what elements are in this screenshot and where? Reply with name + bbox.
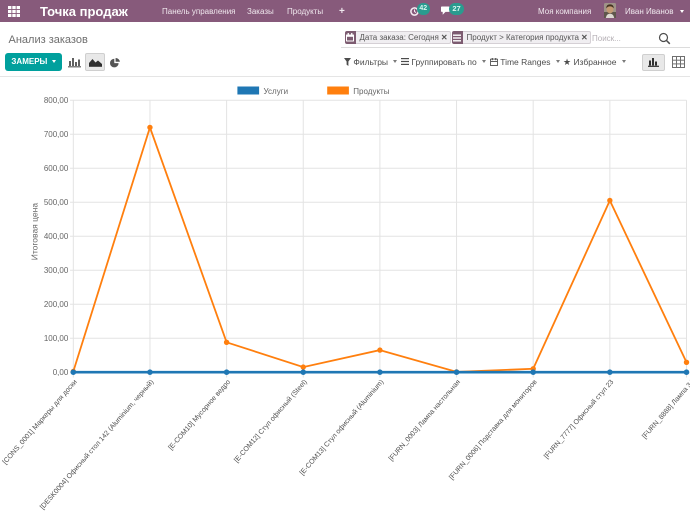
svg-text:800,00: 800,00 (44, 96, 69, 105)
svg-text:300,00: 300,00 (44, 266, 69, 275)
svg-text:Продукты: Продукты (353, 87, 389, 96)
svg-text:600,00: 600,00 (44, 164, 69, 173)
svg-text:[FURN_8888] Лампа 34: [FURN_8888] Лампа 34 (641, 379, 690, 441)
svg-text:[FURN_0006] Подставка для мони: [FURN_0006] Подставка для мониторов (448, 379, 539, 482)
svg-text:500,00: 500,00 (44, 198, 69, 207)
svg-text:[FURN_7777] Офисный стул 23: [FURN_7777] Офисный стул 23 (542, 378, 615, 460)
svg-text:400,00: 400,00 (44, 232, 69, 241)
svg-text:[CONS_0001] Маркеры для доски: [CONS_0001] Маркеры для доски (2, 379, 79, 466)
svg-text:200,00: 200,00 (44, 300, 69, 309)
svg-text:Итоговая цена: Итоговая цена (30, 203, 40, 261)
svg-text:Услуги: Услуги (264, 87, 289, 96)
svg-text:[E-COM12] Стул офисный (Steel): [E-COM12] Стул офисный (Steel) (232, 378, 308, 464)
svg-text:[E-COM13] Стул офисный (Alumin: [E-COM13] Стул офисный (Aluminium) (298, 378, 385, 477)
svg-text:700,00: 700,00 (44, 130, 69, 139)
svg-text:100,00: 100,00 (44, 334, 69, 343)
svg-text:[FURN_0003] Лампа настольная: [FURN_0003] Лампа настольная (388, 379, 462, 463)
svg-text:[E-COM10] Мусорное ведро: [E-COM10] Мусорное ведро (167, 379, 232, 452)
svg-text:0,00: 0,00 (53, 368, 69, 377)
